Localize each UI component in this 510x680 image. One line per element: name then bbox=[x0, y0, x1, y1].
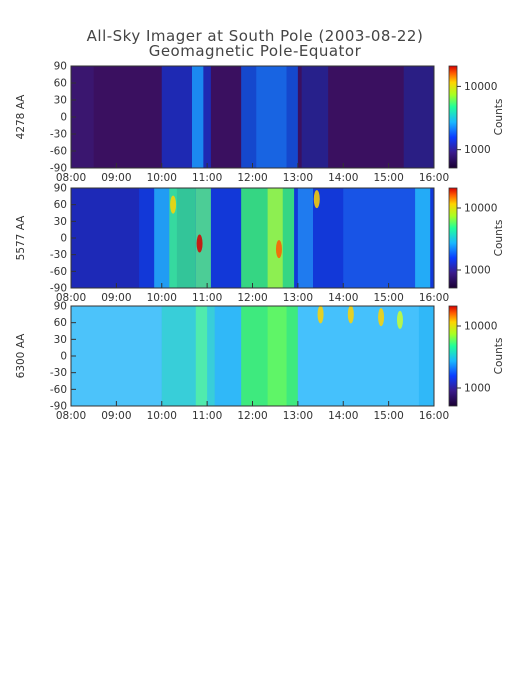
colorbar-tick-label: 10000 bbox=[464, 203, 497, 215]
y-tick-label: -90 bbox=[50, 401, 67, 413]
x-tick-label: 12:00 bbox=[237, 410, 267, 422]
y-tick-label: 0 bbox=[60, 233, 67, 245]
y-tick-label: -60 bbox=[50, 146, 67, 158]
x-tick-label: 11:00 bbox=[192, 292, 222, 304]
y-tick-label: -60 bbox=[50, 266, 67, 278]
colorbar-tick-label: 10000 bbox=[464, 321, 497, 333]
colorbar-tick-label: 1000 bbox=[464, 144, 491, 156]
colorbar bbox=[448, 305, 458, 407]
x-tick-label: 15:00 bbox=[373, 410, 403, 422]
y-tick-label: 60 bbox=[54, 199, 67, 211]
heatmap-band bbox=[415, 188, 431, 288]
chart-subtitle: Geomagnetic Pole-Equator bbox=[148, 42, 362, 60]
colorbar bbox=[448, 187, 458, 289]
chart-title: All-Sky Imager at South Pole (2003-08-22… bbox=[86, 27, 424, 45]
y-tick-label: -90 bbox=[50, 163, 67, 175]
x-tick-label: 14:00 bbox=[328, 292, 358, 304]
heatmap-band bbox=[403, 66, 434, 168]
x-tick-label: 08:00 bbox=[56, 172, 86, 184]
x-tick-label: 13:00 bbox=[283, 292, 313, 304]
y-axis-label: 5577 AA bbox=[15, 215, 27, 261]
x-tick-label: 09:00 bbox=[101, 410, 131, 422]
y-tick-label: 30 bbox=[54, 334, 67, 346]
heatmap-panel-3: 90 60 30 0 -30 -60 -90 6300 AA 08:00 09:00 10:00 11… bbox=[15, 301, 505, 423]
heatmap-band bbox=[343, 188, 416, 288]
y-tick-label: 90 bbox=[54, 183, 67, 195]
heatmap-band bbox=[256, 66, 287, 168]
heatmap-band bbox=[71, 306, 162, 406]
heatmap-band bbox=[301, 66, 329, 168]
x-tick-label: 14:00 bbox=[328, 172, 358, 184]
colorbar-tick-label: 10000 bbox=[464, 81, 497, 93]
heatmap-panel-2: 90 60 30 0 -30 -60 -90 5577 AA 08:00 09:00 10:00 11… bbox=[15, 183, 505, 305]
heatmap-hotspot bbox=[170, 195, 177, 214]
heatmap-hotspot bbox=[313, 190, 320, 209]
heatmap-band bbox=[267, 306, 287, 406]
y-tick-label: 0 bbox=[60, 112, 67, 124]
y-tick-label: 0 bbox=[60, 351, 67, 363]
x-tick-label: 09:00 bbox=[101, 172, 131, 184]
y-tick-label: -30 bbox=[50, 129, 67, 141]
y-tick-label: 60 bbox=[54, 317, 67, 329]
heatmap-hotspot bbox=[396, 310, 403, 329]
x-tick-label: 09:00 bbox=[101, 292, 131, 304]
x-tick-label: 14:00 bbox=[328, 410, 358, 422]
x-tick-label: 12:00 bbox=[237, 292, 267, 304]
y-tick-label: -30 bbox=[50, 367, 67, 379]
heatmap-band bbox=[195, 188, 211, 288]
heatmap-band bbox=[195, 306, 208, 406]
heatmap-panel-1: 90 60 30 0 -30 -60 -90 4278 AA 08:00 09:00 10:00 11… bbox=[15, 61, 505, 185]
y-axis-label: 6300 AA bbox=[15, 333, 27, 379]
x-tick-label: 10:00 bbox=[147, 292, 177, 304]
heatmap-hotspot bbox=[347, 305, 354, 324]
heatmap-band bbox=[192, 66, 204, 168]
x-tick-label: 15:00 bbox=[373, 292, 403, 304]
x-tick-label: 13:00 bbox=[283, 410, 313, 422]
x-tick-label: 11:00 bbox=[192, 172, 222, 184]
y-tick-label: 60 bbox=[54, 78, 67, 90]
heatmap-band bbox=[267, 188, 283, 288]
x-tick-label: 16:00 bbox=[419, 410, 449, 422]
heatmap-hotspot bbox=[317, 305, 324, 324]
heatmap-band bbox=[297, 188, 313, 288]
colorbar bbox=[448, 65, 458, 169]
y-tick-label: 90 bbox=[54, 301, 67, 313]
y-tick-label: -60 bbox=[50, 384, 67, 396]
y-tick-label: -90 bbox=[50, 283, 67, 295]
x-tick-label: 16:00 bbox=[419, 292, 449, 304]
heatmap-band bbox=[161, 66, 211, 168]
x-tick-label: 13:00 bbox=[283, 172, 313, 184]
y-tick-label: 30 bbox=[54, 216, 67, 228]
x-tick-label: 11:00 bbox=[192, 410, 222, 422]
y-axis-label: 4278 AA bbox=[15, 94, 27, 140]
y-tick-label: -30 bbox=[50, 249, 67, 261]
x-tick-label: 15:00 bbox=[373, 172, 403, 184]
x-tick-label: 10:00 bbox=[147, 410, 177, 422]
heatmap-hotspot bbox=[275, 240, 282, 259]
colorbar-tick-label: 1000 bbox=[464, 265, 491, 277]
x-tick-label: 10:00 bbox=[147, 172, 177, 184]
heatmap-hotspot bbox=[378, 308, 385, 327]
colorbar-label: Counts bbox=[493, 220, 505, 257]
y-tick-label: 90 bbox=[54, 61, 67, 73]
x-tick-label: 12:00 bbox=[237, 172, 267, 184]
colorbar-label: Counts bbox=[493, 99, 505, 136]
colorbar-tick-label: 1000 bbox=[464, 383, 491, 395]
heatmap-band bbox=[71, 66, 94, 168]
y-tick-label: 30 bbox=[54, 95, 67, 107]
colorbar-label: Counts bbox=[493, 338, 505, 375]
heatmap-band bbox=[71, 188, 140, 288]
x-tick-label: 16:00 bbox=[419, 172, 449, 184]
x-tick-label: 08:00 bbox=[56, 410, 86, 422]
heatmap-hotspot bbox=[196, 234, 203, 253]
x-tick-label: 08:00 bbox=[56, 292, 86, 304]
